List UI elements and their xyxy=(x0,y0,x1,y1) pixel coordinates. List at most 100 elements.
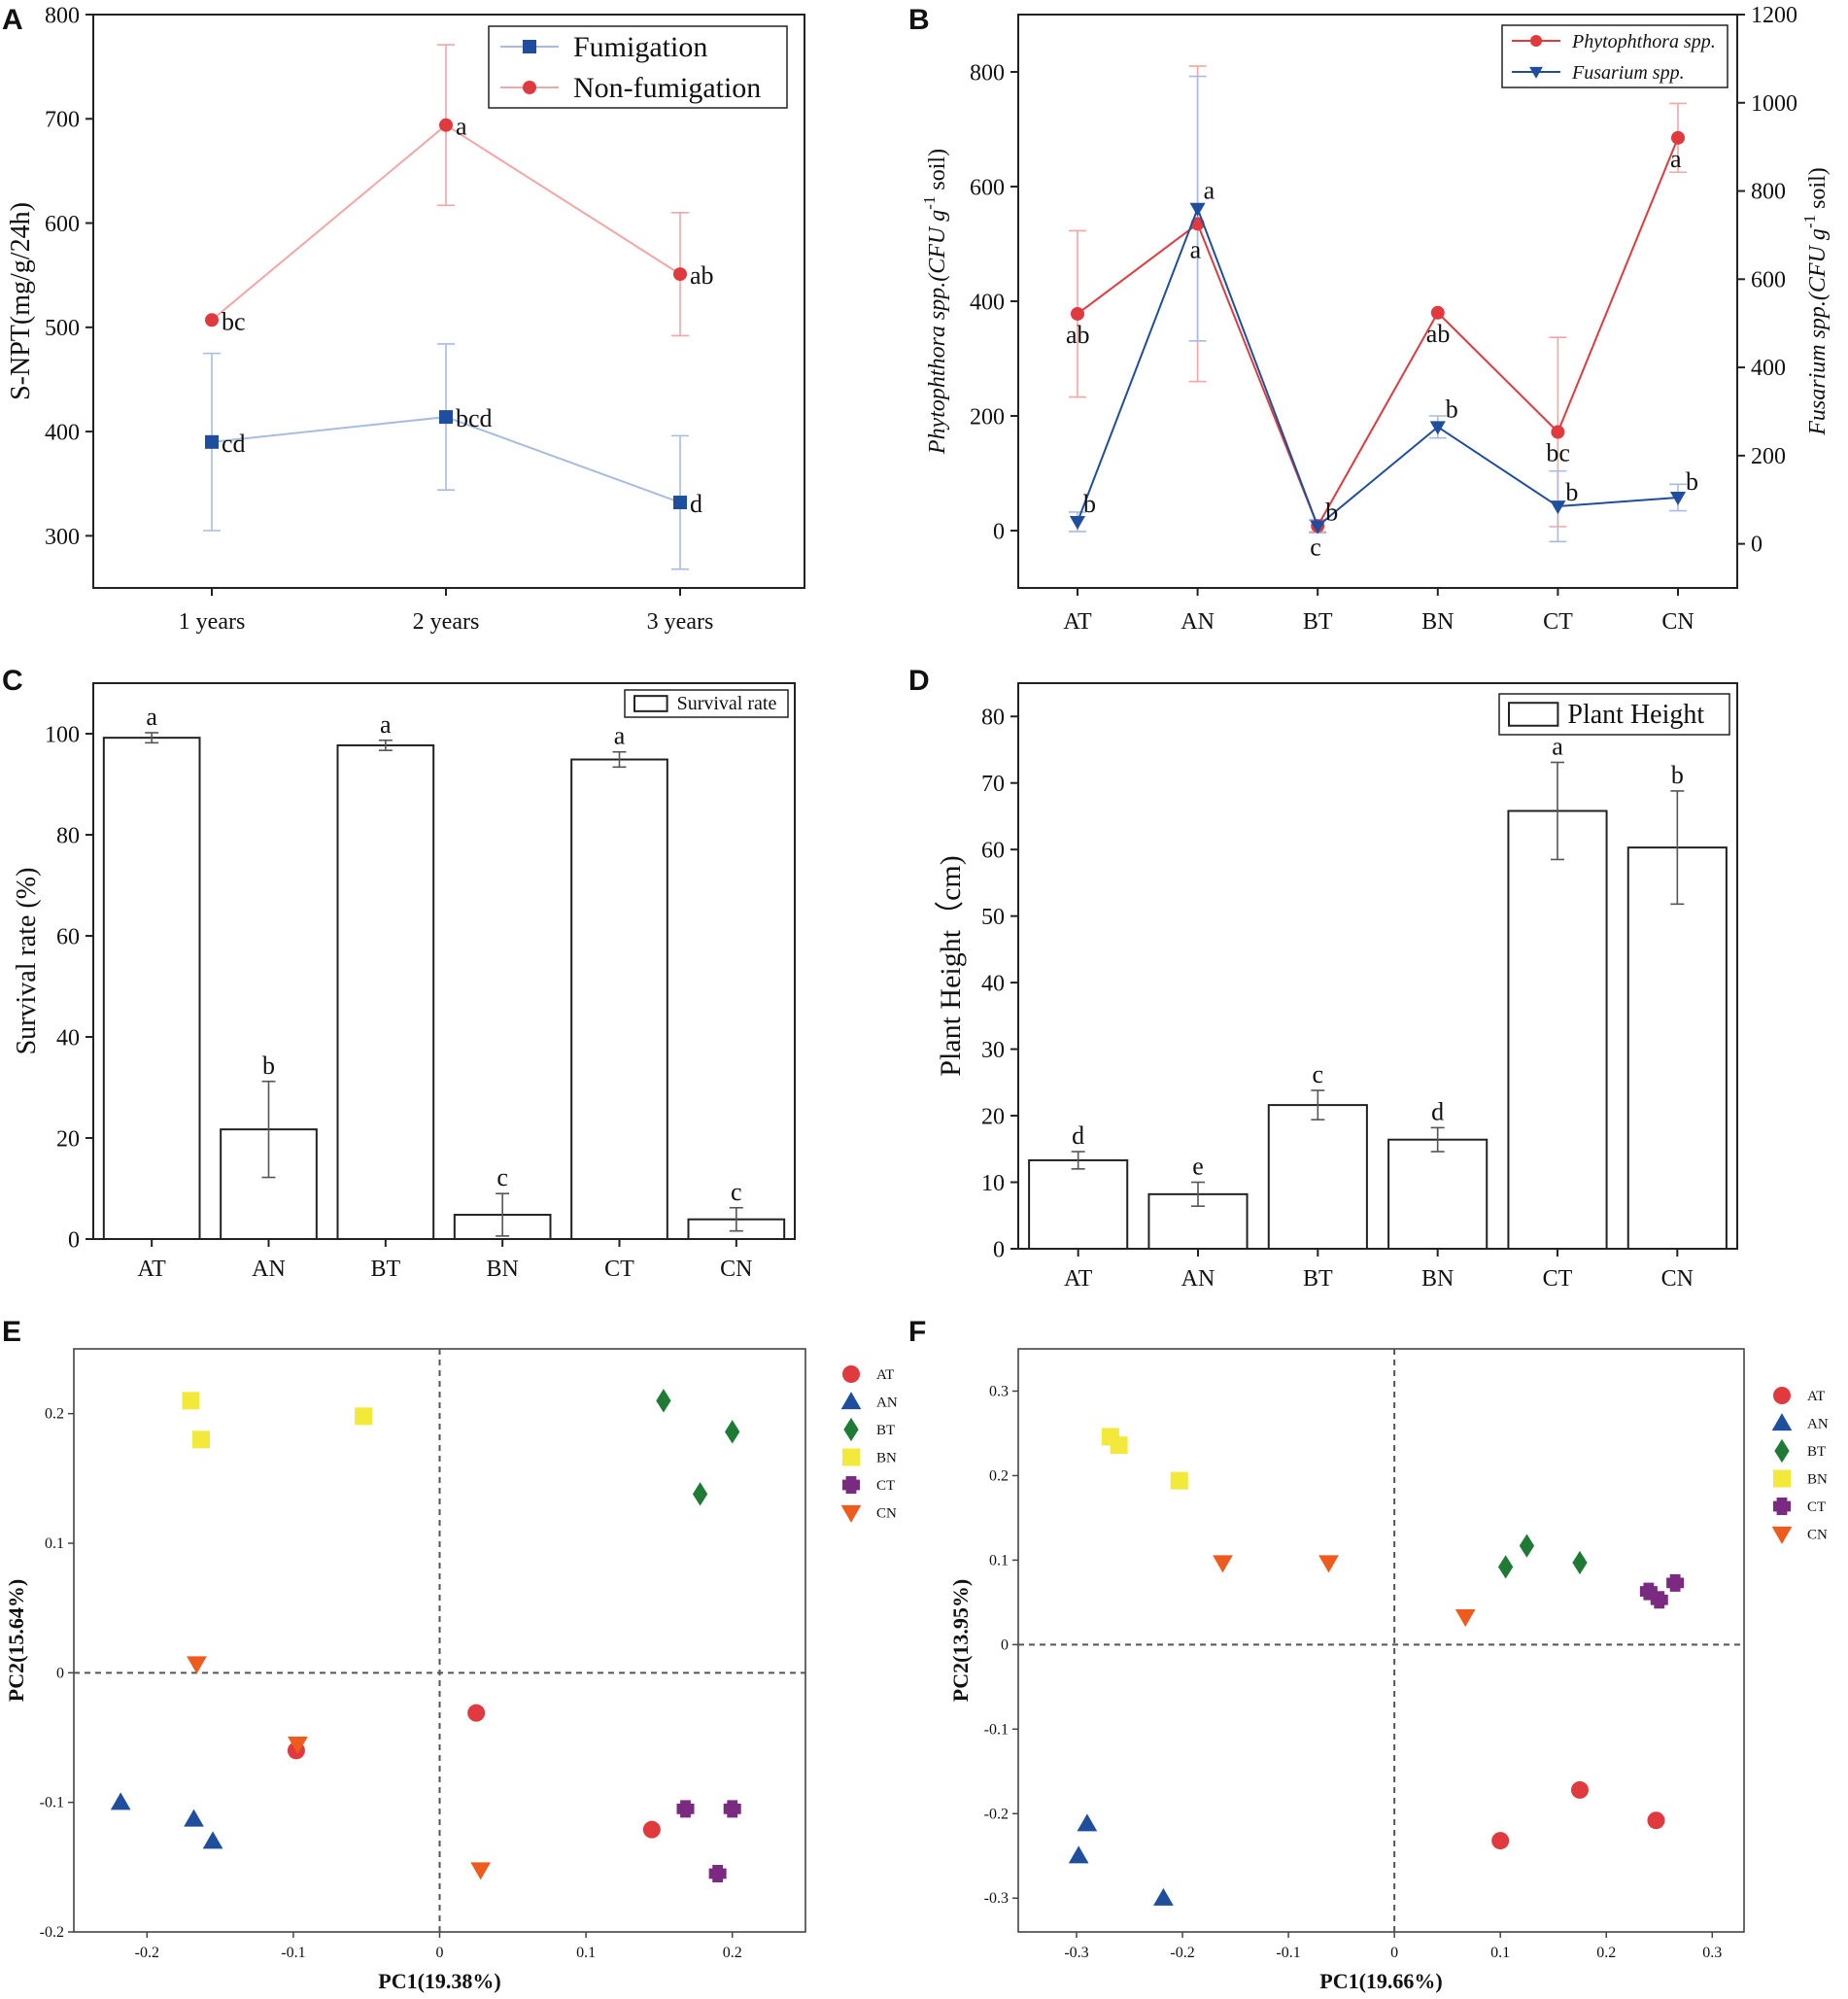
panel-c-xtick-label: BN xyxy=(486,1257,518,1282)
panel-f-ytick-label: 0.2 xyxy=(989,1467,1009,1484)
panel-d-error-bar xyxy=(1071,1151,1085,1170)
panel-f-point-bt xyxy=(1497,1555,1514,1579)
panel-e-legend-label: BN xyxy=(876,1451,897,1466)
panel-b-y2tick-label: 600 xyxy=(1751,267,1786,293)
panel-f-legend-label: BN xyxy=(1807,1472,1828,1488)
panel-d-error-bar xyxy=(1551,761,1564,861)
panel-c-xtick-label: AN xyxy=(252,1257,286,1282)
panel-e-point-at xyxy=(642,1820,661,1839)
panel-b-point xyxy=(1669,492,1687,506)
panel-a-ytick-label: 500 xyxy=(45,316,80,341)
panel-c-error-bar xyxy=(378,739,393,751)
panel-b-ylabel-sup: -1 xyxy=(920,196,939,210)
panel-b-y2label-main: Fusarium spp.(CFU g xyxy=(1805,228,1831,436)
panel-c-ytick-label: 0 xyxy=(68,1227,80,1253)
panel-a-ytick-label: 400 xyxy=(45,420,80,445)
panel-d-ytick-label: 0 xyxy=(993,1237,1005,1262)
panel-c-bar xyxy=(570,758,668,1241)
panel-f-xtick-label: 0.1 xyxy=(1490,1945,1510,1961)
panel-d-sig-letter: a xyxy=(1552,732,1563,760)
panel-b-point xyxy=(1310,520,1326,534)
panel-b-y2tick-label: 400 xyxy=(1751,356,1786,381)
panel-b-point xyxy=(1550,500,1566,515)
panel-b-xtick-label: CT xyxy=(1543,609,1573,635)
panel-d-error-bar xyxy=(1311,1089,1325,1120)
panel-b-sig-letter: b xyxy=(1686,467,1698,496)
panel-d-xtick-label: BT xyxy=(1303,1266,1333,1292)
panel-e-ytick-label: 0.2 xyxy=(45,1406,64,1423)
panel-a-legend-label: Non-fumigation xyxy=(573,72,761,104)
panel-d-error-bar xyxy=(1191,1181,1205,1207)
panel-b-y2tick-label: 200 xyxy=(1751,444,1786,469)
panel-b-ytick-label: 600 xyxy=(970,175,1005,200)
panel-f-point-bn xyxy=(1170,1471,1188,1490)
panel-f-point-bn xyxy=(1110,1436,1128,1455)
panel-a-sig-letter: bc xyxy=(222,307,246,335)
panel-f-point-cn xyxy=(1454,1609,1476,1628)
panel-d-ytick-label: 20 xyxy=(981,1104,1005,1129)
panel-a-sig-letter: d xyxy=(690,490,702,518)
panel-b-sig-letter: b xyxy=(1083,490,1096,518)
panel-d-bar-chart: 0 10 20 30 40 50 60 70 80 AT d AN e BT c BN d CT a CN b Plant… xyxy=(935,682,1738,1292)
panel-f-legend-label: CT xyxy=(1807,1499,1826,1515)
panel-f-point-cn xyxy=(1213,1555,1233,1573)
panel-d-sig-letter: b xyxy=(1671,761,1684,789)
panel-f-ytick-label: 0.1 xyxy=(989,1552,1009,1568)
panel-f-legend-marker xyxy=(1771,1526,1793,1544)
panel-e-point-bn xyxy=(192,1430,211,1449)
panel-e-point-bt xyxy=(692,1482,708,1506)
panel-f-xtick-label: 0.2 xyxy=(1596,1945,1616,1961)
panel-a-ytick-label: 700 xyxy=(45,108,80,133)
panel-f-legend-label: BT xyxy=(1807,1444,1826,1460)
panel-c-error-bar xyxy=(496,1192,510,1237)
panel-c-xtick-label: AT xyxy=(137,1257,166,1282)
panel-e-ylabel: PC2(15.64%) xyxy=(4,1579,28,1702)
panel-c-bar-chart: 0 20 40 60 80 100 AT a AN b BT a BN c CT a CN c Survival r… xyxy=(12,682,796,1282)
panel-e-xtick-label: -0.1 xyxy=(281,1945,305,1961)
panel-d-xtick-label: CN xyxy=(1661,1266,1694,1292)
panel-b-point xyxy=(1430,305,1445,320)
panel-e-ytick-label: -0.2 xyxy=(40,1924,64,1941)
panel-a-ylabel: S-NPT(mg/g/24h) xyxy=(6,202,36,400)
panel-f-frame xyxy=(1017,1348,1745,1933)
panel-e-legend-marker xyxy=(842,1365,860,1383)
panel-e-point-an xyxy=(110,1792,131,1810)
panel-f-point-ct xyxy=(1650,1591,1668,1609)
panel-b-point xyxy=(1551,425,1565,439)
panel-c-error-bar xyxy=(261,1080,276,1179)
panel-b-sig-letter: ab xyxy=(1426,320,1451,348)
panel-b-legend-marker xyxy=(1529,66,1543,79)
panel-e-point-cn xyxy=(187,1656,207,1674)
panel-f-point-at xyxy=(1491,1832,1510,1850)
panel-f-ytick-label: 0.3 xyxy=(989,1383,1009,1399)
panel-b-y2label: Fusarium spp.(CFU g-1 soil) xyxy=(1800,167,1831,436)
panel-f-point-cn xyxy=(1318,1555,1339,1573)
panel-c-error-bar xyxy=(729,1206,743,1232)
panel-d-bar xyxy=(1626,846,1728,1251)
panel-e-point-an xyxy=(202,1831,223,1849)
panel-a-xtick-label: 3 years xyxy=(647,609,714,635)
panel-f-point-bt xyxy=(1572,1550,1588,1575)
panel-f-ytick-label: -0.3 xyxy=(984,1890,1009,1907)
panel-b-point xyxy=(1069,515,1086,530)
panel-a-point xyxy=(439,410,453,425)
panel-d-xtick-label: AT xyxy=(1064,1266,1093,1292)
panel-b-xtick-label: BT xyxy=(1303,609,1333,635)
panel-c-ytick-label: 60 xyxy=(56,924,80,949)
panel-f-ytick-label: -0.1 xyxy=(984,1721,1009,1738)
panel-c-bar xyxy=(102,737,201,1240)
panel-b-y2label-sup: -1 xyxy=(1800,215,1819,228)
panel-e-point-an xyxy=(184,1809,204,1827)
panel-e-legend-label: CN xyxy=(876,1506,897,1522)
panel-c-sig-letter: a xyxy=(614,722,626,750)
panel-b-sig-letter: ab xyxy=(1066,321,1090,349)
panel-d-ytick-label: 70 xyxy=(981,772,1005,797)
panel-b-ylabel-tail: soil) xyxy=(925,149,950,196)
panel-f-xtick-label: 0.3 xyxy=(1702,1945,1722,1961)
panel-e-xtick-label: 0 xyxy=(436,1945,444,1961)
panel-b-sig-letter: c xyxy=(1310,533,1321,561)
panel-e-ytick-label: 0.1 xyxy=(45,1535,64,1552)
panel-e-xtick-label: 0.2 xyxy=(723,1945,742,1961)
panel-label-C: C xyxy=(2,665,23,697)
panel-b-sig-letter: b xyxy=(1565,478,1578,506)
